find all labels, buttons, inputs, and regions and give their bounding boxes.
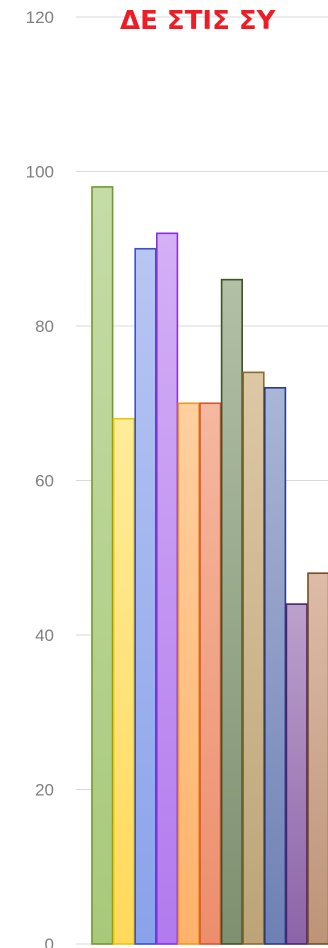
- bar-9: [263, 386, 287, 945]
- bar-7: [220, 278, 244, 945]
- bar-6: [199, 402, 222, 945]
- bar-11: [307, 572, 328, 945]
- y-axis-tick-labels: 0 20 40 60 80 100 120: [26, 8, 54, 948]
- y-tick-label: 100: [26, 163, 54, 182]
- bar-1: [91, 186, 114, 945]
- y-tick-label: 120: [26, 8, 54, 27]
- bar-10: [285, 603, 308, 945]
- bar-2: [112, 417, 135, 945]
- y-tick-label: 20: [35, 781, 54, 800]
- bar-5: [177, 402, 200, 945]
- y-tick-label: 60: [35, 472, 54, 491]
- bars: [91, 186, 328, 945]
- y-tick-label: 0: [45, 935, 54, 948]
- bar-8: [242, 371, 265, 945]
- chart-title: ΔΕ ΣΤΙΣ ΣΥ: [120, 6, 277, 36]
- bar-4: [156, 232, 179, 945]
- y-tick-label: 40: [35, 626, 54, 645]
- bar-3: [134, 247, 157, 945]
- y-tick-label: 80: [35, 317, 54, 336]
